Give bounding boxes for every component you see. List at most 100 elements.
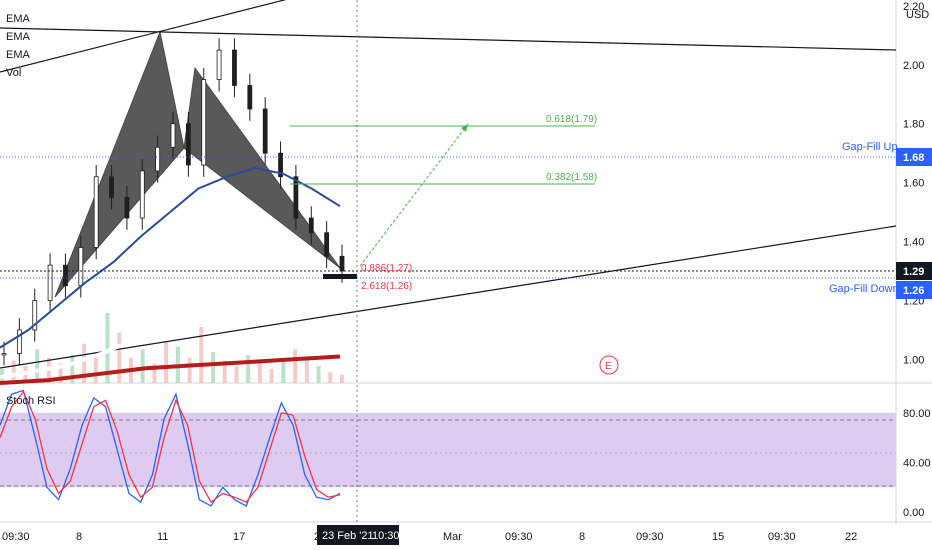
harmonic-triangle-left (54, 30, 185, 298)
candle-body (216, 49, 222, 80)
currency-label: USD (906, 9, 929, 21)
earnings-event-label: E (605, 361, 612, 372)
candle-body (232, 49, 237, 86)
price-tick-label: 1.40 (903, 237, 924, 249)
stoch-d-line (0, 390, 341, 504)
fib-2618-label: 2.618(1.26) (361, 281, 412, 292)
volume-bar (234, 366, 239, 383)
price-tick-label: 2.20 (903, 1, 924, 13)
candle-body (78, 247, 84, 287)
volume-bar (187, 357, 192, 383)
crosshair-time-label: 10:30 (372, 530, 400, 542)
crosshair-date-badge (317, 525, 399, 545)
volume-bar (211, 352, 216, 383)
prz-box (323, 274, 357, 279)
current-price-badge (896, 262, 932, 280)
ema-white-line (0, 277, 341, 380)
gap-fill-down-value: 1.26 (903, 285, 924, 297)
stoch-title: Stoch RSI (6, 395, 56, 407)
trend-line-steep (0, 0, 287, 73)
candle-body (16, 329, 22, 354)
price-tick-label: 1.60 (903, 178, 924, 190)
volume-bar (269, 369, 274, 383)
volume-bar (82, 343, 87, 383)
candle-body (262, 108, 268, 154)
trend-line-upper (0, 27, 897, 51)
candle-body (93, 176, 99, 248)
gap-fill-up-badge (896, 148, 932, 166)
candle-body (308, 217, 314, 234)
stoch-tick-label: 80.00 (903, 408, 931, 420)
stoch-tick-label: 40.00 (903, 457, 931, 469)
candle-body (47, 264, 53, 301)
gap-fill-down-label: Gap-Fill Down (829, 283, 899, 295)
stoch-band (0, 412, 896, 488)
legend-vol[interactable]: Vol (6, 67, 22, 79)
ema-blue-line (0, 166, 341, 349)
legend-ema-3[interactable]: EMA (6, 49, 30, 61)
gap-fill-up-label: Gap-Fill Up (842, 141, 898, 153)
volume-bar (164, 341, 169, 383)
price-tick-label: 1.00 (903, 354, 924, 366)
volume-bar (93, 352, 98, 383)
volume-bar (328, 371, 333, 383)
time-tick-label: 17 (233, 531, 245, 543)
legend-ema-2[interactable]: EMA (6, 31, 30, 43)
price-tick-label: 2.00 (903, 60, 924, 72)
gap-fill-down-badge (896, 281, 932, 299)
volume-bar (293, 349, 298, 383)
volume-bar (140, 349, 145, 383)
volume-bar (222, 360, 227, 383)
candle-body (1, 353, 7, 356)
volume-bar (199, 327, 204, 383)
fib-886-label: 0.886(1.27) (361, 263, 412, 274)
time-tick-label: 09:30 (505, 531, 533, 543)
volume-bar (105, 313, 110, 383)
time-tick-label: 8 (76, 531, 82, 543)
candle-body (201, 79, 207, 166)
candle-body (339, 255, 345, 272)
candle-body (185, 123, 191, 166)
volume-bar (246, 355, 251, 383)
time-tick-label: Mar (443, 531, 462, 543)
time-tick-label: 09:30 (636, 531, 664, 543)
time-tick-label: 15 (712, 531, 724, 543)
trend-line-lower (0, 225, 897, 369)
fib-382-label: 0.382(1.58) (546, 172, 597, 183)
price-tick-label: 1.80 (903, 119, 924, 131)
candles (1, 38, 345, 366)
candle-body (139, 170, 145, 219)
volume-bar (11, 360, 16, 383)
volume-bar (257, 363, 262, 383)
stoch-tick-label: 0.00 (903, 507, 924, 519)
legend-ema-1[interactable]: EMA (6, 13, 30, 25)
price-axis[interactable]: 1.001.201.401.601.802.002.20 (903, 1, 924, 367)
candle-body (109, 176, 114, 198)
fib-arrow-head (461, 124, 468, 132)
candle-body (32, 300, 38, 331)
candle-body (124, 196, 130, 219)
crosshair-date-label: 23 Feb '21 (322, 530, 374, 542)
stoch-axis[interactable]: 80.00 40.00 0.00 (903, 408, 931, 519)
time-tick-label: 22 (845, 531, 857, 543)
volume-bar (117, 332, 122, 383)
gap-fill-up-value: 1.68 (903, 152, 924, 164)
candle-body (247, 85, 253, 110)
volume-bar (316, 366, 321, 383)
volume-bar (58, 363, 63, 383)
current-price-value: 1.29 (903, 266, 924, 278)
candle-body (324, 232, 330, 257)
candle-body (293, 176, 299, 219)
fib-618-label: 0.618(1.79) (546, 114, 597, 125)
stoch-k-line (0, 389, 341, 507)
volume-bar (152, 363, 157, 383)
harmonic-triangle-right (183, 66, 341, 269)
volume-bar (340, 374, 344, 383)
earnings-event-icon[interactable] (599, 355, 619, 375)
time-tick-label: 09:30 (768, 531, 796, 543)
ema-red-line (0, 354, 341, 385)
volume-bar (304, 357, 309, 383)
